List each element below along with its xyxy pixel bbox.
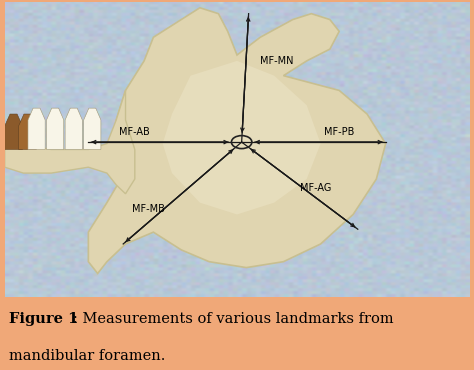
Text: MF-MB: MF-MB [132, 204, 165, 213]
Polygon shape [5, 114, 22, 149]
Polygon shape [84, 108, 101, 149]
Text: Figure 1: Figure 1 [9, 312, 79, 326]
Text: MF-MN: MF-MN [260, 56, 293, 66]
Polygon shape [65, 108, 82, 149]
Text: MF-AB: MF-AB [119, 127, 150, 137]
Text: MF-PB: MF-PB [324, 127, 355, 137]
Polygon shape [46, 108, 64, 149]
Text: mandibular foramen.: mandibular foramen. [9, 349, 166, 363]
Polygon shape [88, 8, 386, 273]
Polygon shape [18, 114, 36, 149]
Polygon shape [28, 108, 45, 149]
Polygon shape [5, 90, 135, 194]
Text: : Measurements of various landmarks from: : Measurements of various landmarks from [73, 312, 394, 326]
Polygon shape [163, 61, 320, 215]
Text: MF-AG: MF-AG [301, 183, 332, 193]
